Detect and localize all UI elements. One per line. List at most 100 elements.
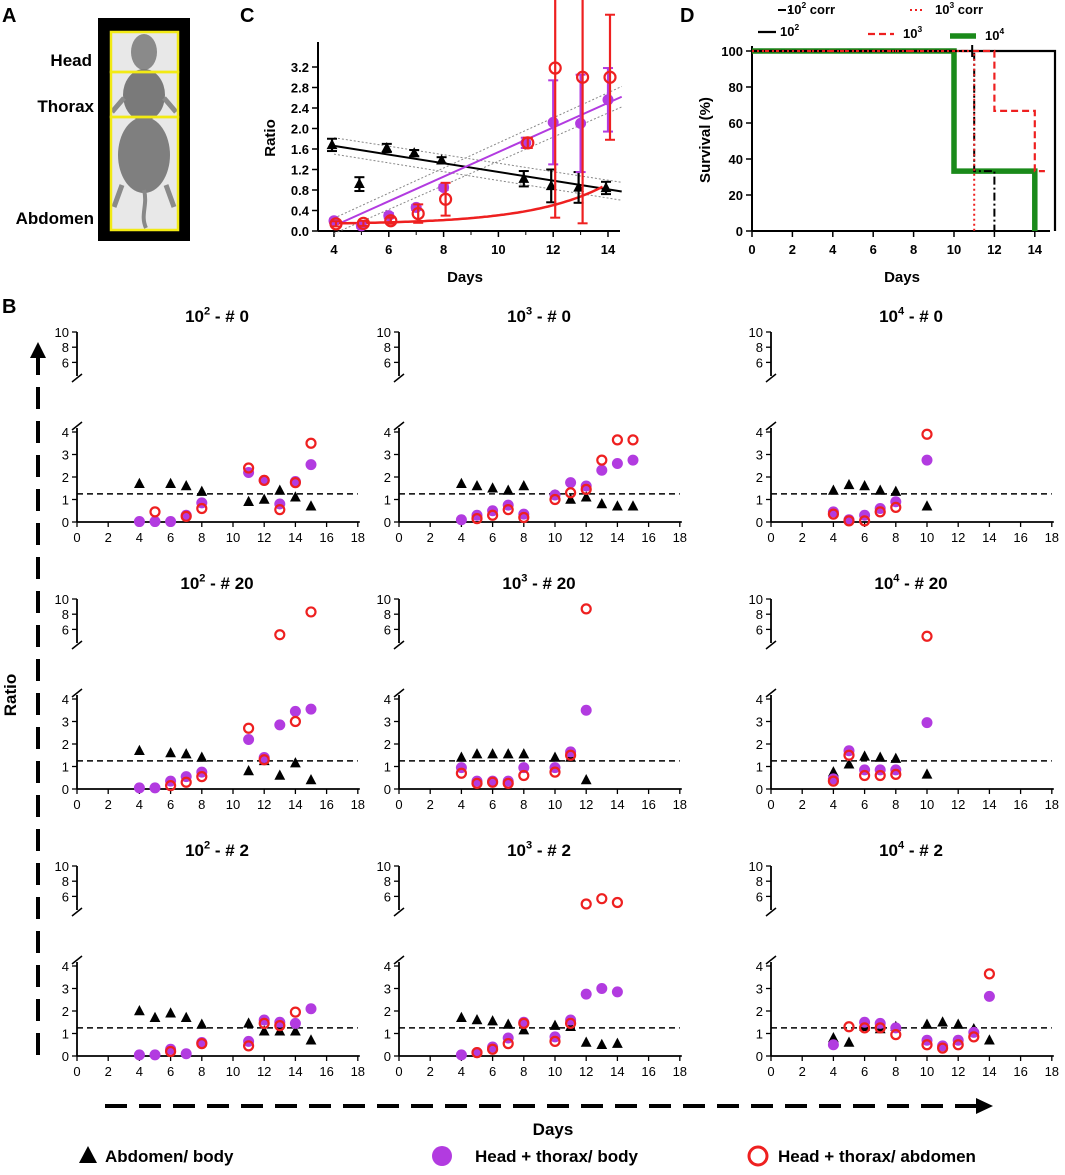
- y-tick-label: 20: [729, 188, 743, 203]
- abdomen-point: [596, 1038, 608, 1049]
- x-tick-label: 12: [579, 530, 593, 545]
- head-thorax-abdomen-point: [603, 70, 617, 84]
- abdomen-point: [471, 748, 483, 759]
- x-tick-label: 4: [830, 797, 837, 812]
- head-thorax-abdomen-point: [305, 606, 317, 618]
- abdomen-point: [612, 1037, 623, 1048]
- subplot-title: 103 - # 0: [507, 305, 571, 326]
- head-thorax-body-point: [258, 1014, 270, 1026]
- axis-break-mark: [71, 373, 83, 383]
- y-tick-label: 3: [756, 982, 763, 997]
- x-tick-label: 0: [767, 530, 774, 545]
- head-thorax-body-point: [547, 116, 559, 128]
- legend-label-3: 103: [903, 24, 922, 41]
- panel-b-horizontal-arrow: [105, 1098, 993, 1114]
- x-tick-label: 2: [427, 530, 434, 545]
- head-thorax-abdomen-point: [471, 1047, 483, 1059]
- survival-curve-0: [752, 50, 996, 231]
- abdomen-point: [456, 477, 467, 488]
- x-tick-label: 8: [520, 797, 527, 812]
- legend-label-0: 102 corr: [787, 0, 835, 17]
- y-tick-label: 8: [62, 874, 69, 889]
- head-thorax-abdomen-point: [549, 766, 561, 778]
- x-tick-label: 6: [385, 242, 392, 257]
- abdomen-point: [180, 1011, 192, 1022]
- y-tick-label: 8: [62, 607, 69, 622]
- x-tick-label: 12: [579, 1064, 593, 1079]
- y-tick-label: 10: [749, 325, 763, 340]
- x-tick-label: 8: [198, 1064, 205, 1079]
- head-thorax-abdomen-point: [305, 437, 317, 449]
- abdomen-point: [436, 154, 447, 165]
- head-thorax-abdomen-point: [580, 603, 592, 615]
- axis-break-mark: [71, 955, 83, 965]
- x-tick-label: 6: [861, 1064, 868, 1079]
- head-thorax-abdomen-point: [890, 768, 902, 780]
- head-thorax-abdomen-point: [627, 434, 639, 446]
- x-tick-label: 0: [73, 797, 80, 812]
- x-tick-label: 8: [440, 242, 447, 257]
- y-tick-label: 1: [756, 1027, 763, 1042]
- x-tick-label: 18: [351, 530, 365, 545]
- head-thorax-abdomen-point: [289, 715, 301, 728]
- head-thorax-body-point: [165, 1043, 177, 1055]
- head-thorax-abdomen-point: [858, 769, 871, 782]
- legend-label-2: 102: [780, 22, 799, 39]
- head-thorax-abdomen-point: [411, 206, 425, 221]
- head-thorax-abdomen-point: [196, 502, 208, 515]
- head-thorax-body-point: [580, 704, 592, 716]
- head-thorax-abdomen-point: [921, 630, 933, 642]
- subplot-title: 104 - # 2: [879, 839, 943, 860]
- y-tick-label: 8: [384, 874, 391, 889]
- abdomen-point: [828, 766, 839, 777]
- abdomen-point: [196, 751, 208, 762]
- abdomen-point: [518, 748, 530, 759]
- panel-d-legend: 102 corr 103 corr 102 103 104: [758, 0, 1004, 43]
- y-tick-label: 6: [62, 622, 69, 637]
- x-tick-label: 18: [673, 1064, 687, 1079]
- abdomen-region-box: [109, 115, 180, 232]
- y-tick-label: 0.8: [291, 183, 309, 198]
- y-axis-label: Survival (%): [697, 97, 714, 183]
- x-tick-label: 6: [489, 797, 496, 812]
- x-tick-label: 18: [1045, 797, 1059, 812]
- x-tick-label: 8: [198, 530, 205, 545]
- head-thorax-abdomen-point: [384, 214, 398, 228]
- x-tick-label: 6: [167, 530, 174, 545]
- head-thorax-abdomen-point: [874, 769, 886, 782]
- x-tick-label: 0: [73, 530, 80, 545]
- head-thorax-abdomen-point: [596, 893, 608, 905]
- abdomen-point: [984, 1034, 995, 1045]
- y-tick-label: 1: [384, 1027, 391, 1042]
- y-axis-label: Ratio: [262, 119, 279, 157]
- y-tick-label: 0: [756, 1049, 763, 1064]
- x-tick-label: 4: [330, 242, 338, 257]
- abdomen-point: [518, 480, 530, 491]
- x-tick-label: 12: [257, 530, 271, 545]
- subplot-title: 102 - # 20: [180, 572, 253, 593]
- x-tick-label: 4: [136, 530, 143, 545]
- head-thorax-body-point: [487, 1041, 499, 1053]
- abdomen-point: [456, 751, 467, 762]
- axis-break-mark: [393, 955, 405, 965]
- x-tick-label: 14: [288, 1064, 302, 1079]
- y-tick-label: 6: [384, 622, 391, 637]
- abdomen-point: [305, 774, 317, 785]
- legend-label-2: Head + thorax/ abdomen: [778, 1147, 976, 1166]
- abdomen-point: [874, 751, 886, 762]
- x-tick-label: 8: [520, 530, 527, 545]
- x-tick-label: 14: [982, 1064, 996, 1079]
- head-thorax-body-point: [596, 983, 608, 994]
- abdomen-point: [518, 172, 530, 183]
- y-tick-label: 10: [55, 325, 69, 340]
- head-thorax-abdomen-point: [564, 487, 577, 499]
- y-tick-label: 8: [384, 340, 391, 355]
- subplot-title: 104 - # 0: [879, 305, 943, 326]
- subplot-title: 104 - # 20: [874, 572, 947, 593]
- x-tick-label: 10: [920, 1064, 934, 1079]
- abdomen-point: [502, 748, 514, 759]
